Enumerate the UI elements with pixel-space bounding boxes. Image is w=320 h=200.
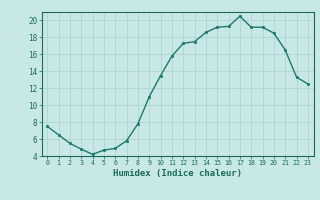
X-axis label: Humidex (Indice chaleur): Humidex (Indice chaleur) bbox=[113, 169, 242, 178]
